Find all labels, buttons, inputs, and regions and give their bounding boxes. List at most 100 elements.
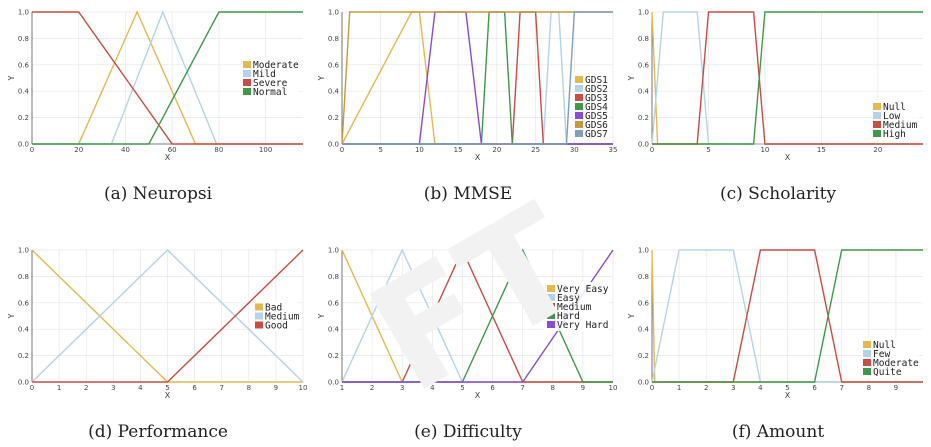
legend-swatch [243,79,251,86]
x-tick-label: 6 [192,384,197,392]
x-tick-label: 10 [415,146,424,154]
x-tick-label: 4 [138,384,143,392]
y-tick-label: 0.2 [18,114,29,122]
chart-panel-1: 0.0 0.2 0.4 0.6 0.8 1.0 0 5 10 15 20 25 30 35 X Y GDS1 GD… [317,4,618,205]
x-tick-label: 7 [520,384,524,392]
legend-label: GDS6 [585,120,608,131]
y-tick-label: 0.4 [638,326,650,334]
x-tick-label: 10 [609,384,618,392]
series-line-good [32,249,304,383]
legend-swatch [547,312,555,319]
x-tick-label: 0 [650,384,654,392]
x-tick-label: 4 [430,384,435,392]
chart-panel-2: 0.0 0.2 0.4 0.6 0.8 1.0 0 5 10 15 20 X Y Null Low Mediu… [627,4,928,204]
series-line-medium [31,249,304,383]
legend-label: Moderate [873,358,919,369]
y-axis-label: Y [627,75,636,81]
y-tick-label: 0.2 [638,114,649,122]
legend-swatch [863,368,871,375]
x-tick-label: 5 [785,384,789,392]
legend-swatch [575,121,583,128]
x-tick-label: 20 [74,146,83,154]
legend-label: Mild [253,69,276,80]
y-tick-label: 0.4 [328,326,340,334]
series-line-normal [32,11,303,145]
y-tick-label: 0.6 [18,61,30,69]
legend-label: Medium [265,312,300,323]
x-tick-label: 3 [111,384,115,392]
y-tick-label: 0.6 [638,299,650,307]
chart-panel-5: 0.0 0.2 0.4 0.6 0.8 1.0 0 1 2 3 4 5 6 7 8 9 X Y Null Few Mod… [627,242,928,442]
figure-caption: (d) Performance [88,422,228,442]
figure-caption: (b) MMSE [423,184,513,204]
legend-label: GDS4 [585,102,608,113]
series-line-gds4 [342,11,613,145]
legend-label: GDS5 [585,111,608,122]
chart-panel-3: 0.0 0.2 0.4 0.6 0.8 1.0 0 1 2 3 4 5 6 7 8 9 10 X Y Bad Mediu… [7,242,308,443]
y-tick-label: 0.8 [18,35,29,43]
legend-swatch [873,130,881,137]
y-tick-label: 0.0 [638,141,649,149]
x-axis-label: X [475,153,481,162]
y-tick-label: 0.0 [328,379,339,387]
x-axis-label: X [785,153,791,162]
legend-swatch [873,103,881,110]
legend-label: Quite [873,367,902,378]
x-tick-label: 20 [873,146,882,154]
legend-label: GDS3 [585,93,608,104]
legend-swatch [243,61,251,68]
y-tick-label: 1.0 [638,9,649,17]
legend-swatch [255,312,263,320]
legend-swatch [243,88,251,95]
legend-swatch [547,294,555,301]
legend-swatch [255,321,263,329]
legend-swatch [873,112,881,119]
x-tick-label: 1 [340,384,344,392]
legend-swatch [575,85,583,92]
x-tick-label: 30 [570,146,579,154]
y-tick-label: 1.0 [18,9,29,17]
x-tick-label: 6 [812,384,817,392]
legend-label: Normal [253,87,287,98]
legend-swatch [863,350,871,357]
legend-label: Low [883,111,900,122]
x-tick-label: 0 [30,146,34,154]
x-axis-label: X [475,391,481,400]
x-tick-label: 2 [84,384,88,392]
x-tick-label: 10 [299,384,308,392]
x-tick-label: 5 [460,384,464,392]
x-tick-label: 20 [492,146,501,154]
y-tick-label: 0.0 [638,379,649,387]
x-tick-label: 5 [706,146,710,154]
legend-label: Null [883,102,906,113]
y-tick-label: 0.4 [638,88,650,96]
y-tick-label: 0.0 [328,141,339,149]
chart-svg: 0.0 0.2 0.4 0.6 0.8 1.0 1 2 3 4 5 6 7 8 9 10 X Y Very Easy… [317,247,618,401]
x-tick-label: 8 [247,384,251,392]
y-tick-label: 0.4 [18,88,30,96]
legend-label: Few [873,349,890,360]
legend-swatch [255,303,263,311]
series-line-gds2 [342,11,613,145]
y-tick-label: 0.8 [18,273,29,281]
x-tick-label: 25 [531,146,540,154]
y-axis-label: Y [627,313,636,319]
chart-svg: 0.0 0.2 0.4 0.6 0.8 1.0 0 20 40 60 80 100 X Y Moderate… [7,9,303,162]
chart-panel-4: 0.0 0.2 0.4 0.6 0.8 1.0 1 2 3 4 5 6 7 8 9 10 X Y Very Easy… [317,242,618,443]
y-tick-label: 0.8 [328,35,339,43]
legend-swatch [575,112,583,119]
x-tick-label: 7 [839,384,843,392]
legend-swatch [243,70,251,77]
y-tick-label: 0.6 [638,61,650,69]
y-tick-label: 1.0 [638,247,649,255]
series-line-gds5 [342,11,613,145]
series-line-gds6 [341,11,613,145]
x-tick-label: 2 [370,384,374,392]
x-tick-label: 60 [168,146,177,154]
y-tick-label: 0.0 [18,379,29,387]
y-tick-label: 0.2 [638,352,649,360]
